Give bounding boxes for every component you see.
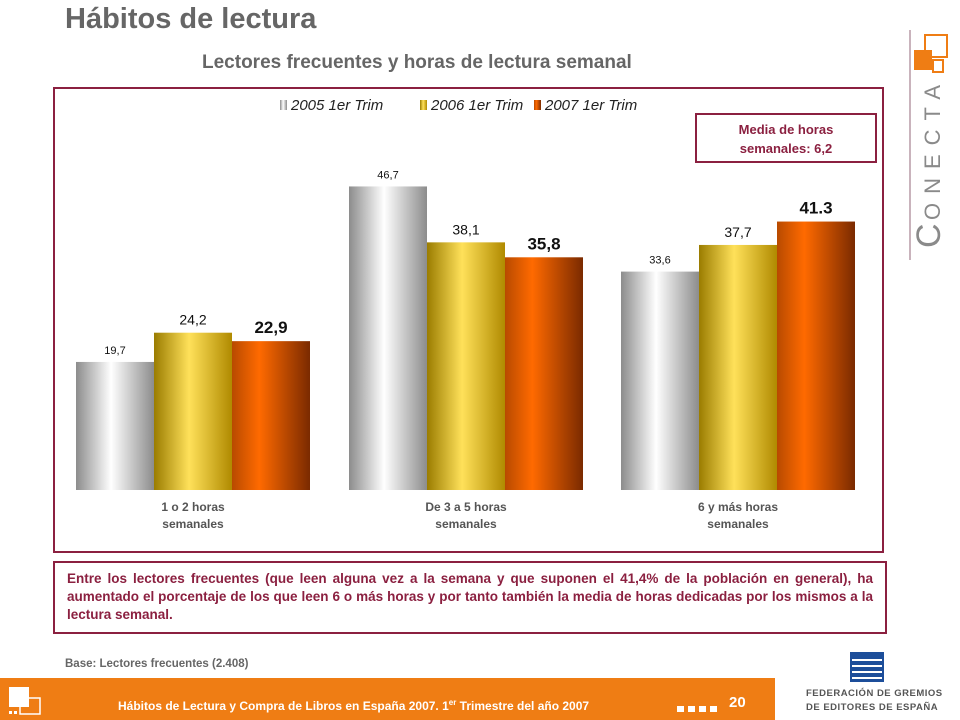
svg-text:ONECTA: ONECTA <box>920 76 945 220</box>
category-label-2-0: 6 y más horas <box>698 500 778 514</box>
legend-swatch-2 <box>534 100 541 110</box>
footer-text-post: Trimestre del año 2007 <box>456 699 590 713</box>
commentary-box: Entre los lectores frecuentes (que leen … <box>53 561 887 634</box>
federacion-emblem-icon <box>850 652 884 682</box>
legend-swatch-0 <box>280 100 287 110</box>
bar-0-1 <box>154 332 232 490</box>
legend-label-0: 2005 1er Trim <box>290 97 383 114</box>
federacion-gremios-logo: FEDERACIÓN DE GREMIOS DE EDITORES DE ESP… <box>790 648 960 718</box>
category-label-2-1: semanales <box>707 517 769 531</box>
base-note: Base: Lectores frecuentes (2.408) <box>65 658 249 670</box>
bar-value-label-0-2: 22,9 <box>254 318 287 337</box>
bar-0-2 <box>232 341 310 490</box>
chart-subtitle: Lectores frecuentes y horas de lectura s… <box>202 52 632 73</box>
bar-chart: 2005 1er Trim 2006 1er Trim 2007 1er Trim 1… <box>76 97 855 531</box>
bar-value-label-1-2: 35,8 <box>527 234 560 253</box>
average-hours-line2: semanales: 6,2 <box>739 141 833 156</box>
legend-label-2: 2007 1er Trim <box>544 97 637 114</box>
bar-value-label-2-2: 41.3 <box>799 199 832 218</box>
chart-frame <box>53 87 884 553</box>
bar-0-0 <box>76 361 154 490</box>
bar-value-label-0-1: 24,2 <box>179 312 206 328</box>
category-label-0-0: 1 o 2 horas <box>161 500 225 514</box>
bar-2-2 <box>777 221 855 491</box>
category-label-1-0: De 3 a 5 horas <box>425 500 507 514</box>
federacion-line2: DE EDITORES DE ESPAÑA <box>806 702 939 713</box>
category-label-1-1: semanales <box>435 517 497 531</box>
commentary-text: Entre los lectores frecuentes (que leen … <box>67 571 873 622</box>
bar-value-label-1-0: 46,7 <box>377 169 398 181</box>
footer-square-icon <box>9 687 41 715</box>
category-label-0-1: semanales <box>162 517 224 531</box>
footer-text: Hábitos de Lectura y Compra de Libros en… <box>118 698 589 713</box>
conecta-logo: C ONECTA <box>909 30 948 260</box>
bar-2-1 <box>699 244 777 490</box>
bar-1-0 <box>349 186 427 490</box>
footer-text-pre: Hábitos de Lectura y Compra de Libros en… <box>118 699 449 713</box>
bar-2-0 <box>621 271 699 490</box>
legend-label-1: 2006 1er Trim <box>430 97 523 114</box>
footer-bar <box>0 678 775 720</box>
svg-text:C: C <box>910 221 948 248</box>
bar-value-label-2-0: 33,6 <box>649 255 670 267</box>
federacion-line1: FEDERACIÓN DE GREMIOS <box>806 688 943 699</box>
footer-text-sup: er <box>448 698 457 707</box>
average-hours-line1: Media de horas <box>738 122 834 137</box>
bar-value-label-0-0: 19,7 <box>104 345 125 357</box>
footer-dots-icon <box>677 706 717 712</box>
bar-value-label-1-1: 38,1 <box>452 221 479 237</box>
bar-1-2 <box>505 257 583 490</box>
average-hours-box: Media de horas semanales: 6,2 <box>695 113 877 163</box>
bar-value-label-2-1: 37,7 <box>724 224 751 240</box>
bar-1-1 <box>427 242 505 490</box>
page-number: 20 <box>729 694 746 711</box>
page-title: Hábitos de lectura <box>65 3 317 35</box>
legend-swatch-1 <box>420 100 427 110</box>
